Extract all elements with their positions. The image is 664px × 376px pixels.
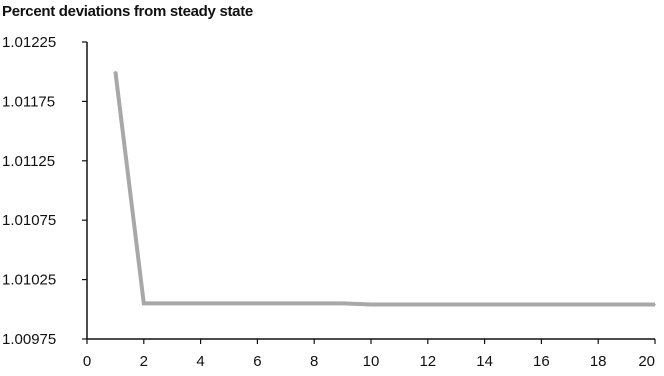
data-point	[285, 302, 287, 305]
series-group	[113, 70, 656, 307]
x-tick-label: 14	[476, 353, 493, 370]
y-tick-label: 1.01125	[2, 153, 55, 170]
data-point	[512, 303, 514, 306]
y-axis-ticks: 1.01225 1.01175 1.01125 1.01075 1.01025 1.009…	[2, 34, 87, 348]
x-tick-label: 20	[638, 353, 655, 370]
y-tick-label: 1.01225	[2, 34, 56, 51]
data-point	[483, 303, 486, 306]
x-tick-label: 8	[310, 353, 318, 370]
data-point	[143, 302, 145, 305]
data-point	[625, 303, 628, 306]
y-tick-label: 1.01025	[2, 272, 56, 289]
data-point	[540, 303, 543, 306]
data-point	[427, 303, 429, 306]
data-point	[455, 303, 458, 306]
x-tick-label: 16	[533, 353, 550, 370]
y-tick-label: 1.01175	[2, 93, 55, 110]
chart-title: Percent deviations from steady state	[2, 3, 253, 20]
x-tick-label: 4	[196, 353, 204, 370]
data-point	[654, 303, 656, 306]
axes	[86, 42, 655, 340]
x-tick-label: 12	[419, 353, 436, 370]
x-tick-label: 10	[363, 353, 380, 370]
data-point	[171, 302, 173, 305]
data-point	[256, 302, 259, 305]
x-tick-label: 18	[590, 353, 607, 370]
data-point	[228, 302, 230, 305]
x-tick-label: 0	[83, 353, 91, 370]
data-point	[398, 303, 401, 306]
data-point	[597, 303, 599, 306]
x-axis-ticks: 0 2 4 6 8 10 12 14 16 18 20	[83, 339, 656, 370]
x-tick-label: 6	[253, 353, 261, 370]
data-point	[199, 302, 202, 305]
data-point	[569, 303, 571, 306]
series-line	[113, 71, 655, 307]
y-tick-label: 1.00975	[2, 331, 56, 348]
data-point	[370, 303, 372, 306]
data-point	[341, 302, 344, 305]
data-point	[114, 70, 117, 73]
data-point	[313, 302, 316, 305]
y-tick-label: 1.01075	[2, 212, 56, 229]
x-tick-label: 2	[140, 353, 148, 370]
